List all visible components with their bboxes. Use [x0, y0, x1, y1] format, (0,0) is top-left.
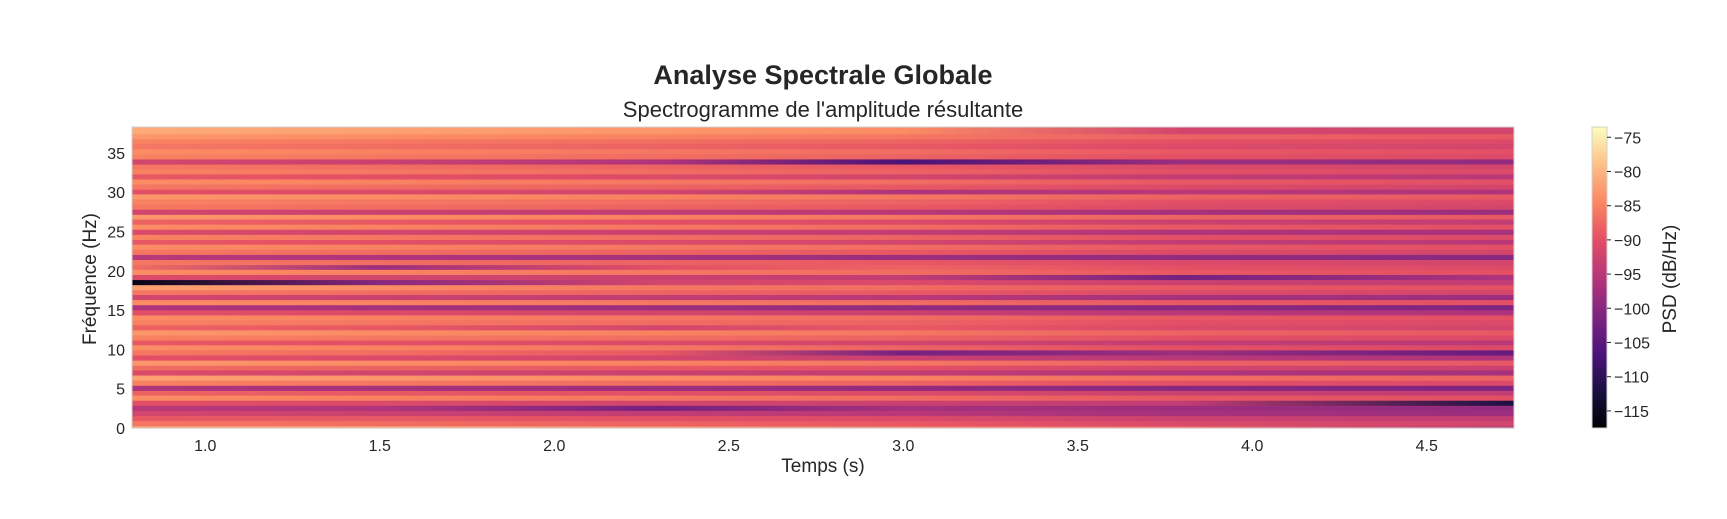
plot-frame — [131, 126, 1515, 429]
frequency-band — [132, 410, 1514, 417]
frequency-band — [132, 269, 1514, 275]
x-tick-label: 3.5 — [1067, 438, 1089, 455]
x-tick-label: 2.5 — [718, 438, 740, 455]
colorbar-tick-label: −75 — [1614, 130, 1641, 147]
frequency-band — [132, 209, 1514, 215]
colorbar-tick-label: −115 — [1614, 404, 1649, 421]
frequency-band — [132, 420, 1514, 427]
frequency-band — [132, 193, 1514, 200]
frequency-band — [132, 143, 1514, 150]
colorbar-tick-label: −105 — [1614, 335, 1650, 352]
colorbar-ticks: −75 −80 −85 −90 −95 −100 −105 −110 −115 — [1607, 130, 1650, 421]
frequency-band — [132, 214, 1514, 220]
x-tick-label: 4.0 — [1241, 438, 1263, 455]
frequency-band — [132, 138, 1514, 145]
frequency-band — [132, 279, 1514, 286]
y-axis-label: Fréquence (Hz) — [80, 213, 101, 345]
frequency-band — [132, 319, 1514, 326]
frequency-band — [132, 374, 1514, 381]
frequency-band — [132, 309, 1514, 316]
frequency-band — [132, 224, 1514, 230]
frequency-band — [132, 163, 1514, 170]
frequency-band — [132, 354, 1514, 361]
frequency-band — [132, 284, 1514, 291]
colorbar-tick-label: −95 — [1614, 267, 1641, 284]
x-tick-label: 3.0 — [892, 438, 914, 455]
frequency-band — [132, 264, 1514, 270]
x-tick-label: 2.0 — [543, 438, 565, 455]
x-axis-ticks: 1.0 1.5 2.0 2.5 3.0 3.5 4.0 4.5 — [194, 438, 1438, 455]
frequency-band — [132, 254, 1514, 261]
colorbar-tick-label: −85 — [1614, 199, 1641, 216]
frequency-band — [132, 239, 1514, 245]
y-tick-label: 10 — [107, 342, 125, 359]
frequency-band — [132, 400, 1514, 406]
frequency-band — [132, 380, 1514, 386]
y-tick-label: 15 — [107, 303, 125, 320]
frequency-band — [132, 127, 1514, 135]
y-tick-label: 25 — [107, 225, 125, 242]
frequency-band — [132, 324, 1514, 331]
colorbar-tick-label: −90 — [1614, 233, 1641, 250]
frequency-band — [132, 304, 1514, 311]
frequency-band — [132, 173, 1514, 180]
colorbar-tick-label: −100 — [1614, 301, 1650, 318]
frequency-band — [132, 178, 1514, 185]
frequency-band — [132, 365, 1514, 371]
frequency-band — [132, 334, 1514, 341]
y-tick-label: 0 — [116, 421, 125, 438]
x-tick-label: 4.5 — [1416, 438, 1438, 455]
y-tick-label: 30 — [107, 185, 125, 202]
frequency-band — [132, 349, 1514, 356]
frequency-band — [132, 189, 1514, 195]
colorbar-tick-label: −110 — [1614, 370, 1649, 387]
frequency-band — [132, 234, 1514, 240]
frequency-band — [132, 390, 1514, 396]
frequency-band — [132, 314, 1514, 321]
frequency-band — [132, 198, 1514, 205]
frequency-band — [132, 204, 1514, 210]
frequency-band — [132, 289, 1514, 295]
frequency-band — [132, 259, 1514, 266]
frequency-band — [132, 148, 1514, 155]
frequency-band — [132, 244, 1514, 250]
frequency-band — [132, 415, 1514, 422]
chart-title: Analyse Spectrale Globale — [653, 60, 992, 90]
frequency-band — [132, 405, 1514, 411]
y-axis-ticks: 0 5 10 15 20 25 30 35 — [107, 146, 125, 438]
frequency-band — [132, 425, 1514, 429]
colorbar-tick-label: −80 — [1614, 164, 1641, 181]
frequency-band — [132, 133, 1514, 140]
frequency-band — [132, 299, 1514, 306]
x-axis-label: Temps (s) — [781, 456, 864, 477]
frequency-band — [132, 344, 1514, 351]
frequency-band — [132, 385, 1514, 391]
chart-subtitle: Spectrogramme de l'amplitude résultante — [623, 97, 1023, 122]
y-tick-label: 5 — [116, 382, 125, 399]
frequency-band — [132, 274, 1514, 281]
frequency-band — [132, 294, 1514, 301]
frequency-band — [132, 218, 1514, 225]
spectrogram-heatmap — [132, 127, 1514, 429]
frequency-band — [132, 339, 1514, 346]
frequency-band — [132, 229, 1514, 235]
colorbar — [1591, 126, 1608, 429]
x-tick-label: 1.5 — [369, 438, 391, 455]
frequency-band — [132, 394, 1514, 401]
frequency-band — [132, 329, 1514, 336]
frequency-band — [132, 369, 1514, 376]
y-tick-label: 35 — [107, 146, 125, 163]
frequency-band — [132, 168, 1514, 175]
frequency-band — [132, 183, 1514, 190]
y-tick-label: 20 — [107, 264, 125, 281]
x-tick-label: 1.0 — [194, 438, 216, 455]
frequency-band — [132, 158, 1514, 165]
frequency-band — [132, 249, 1514, 255]
frequency-band — [132, 153, 1514, 160]
frequency-band — [132, 360, 1514, 366]
colorbar-label: PSD (dB/Hz) — [1660, 225, 1681, 334]
